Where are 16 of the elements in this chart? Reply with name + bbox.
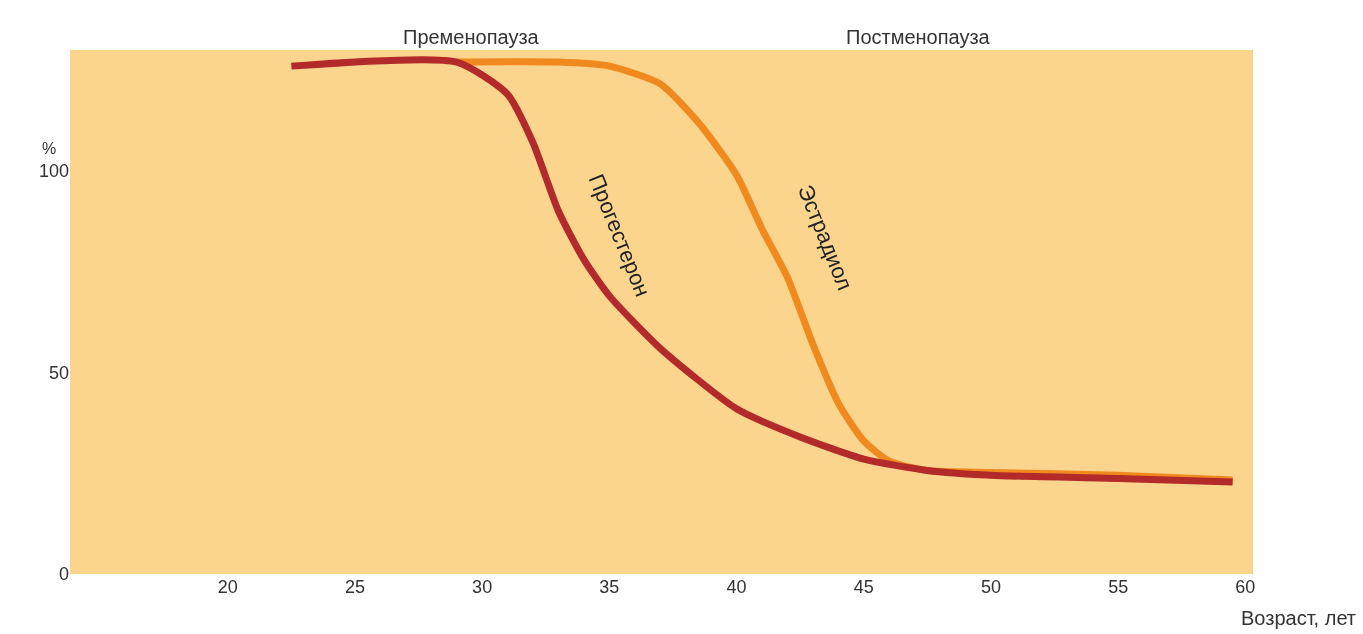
x-tick-label: 60 — [1235, 577, 1256, 597]
x-tick-label: 45 — [853, 577, 874, 597]
x-tick-label: 35 — [599, 577, 620, 597]
text: Постменопауза — [846, 26, 991, 48]
y-tick-label: 0 — [58, 564, 69, 585]
x-tick-label: 30 — [472, 577, 493, 597]
x-tick-label: 20 — [217, 577, 238, 597]
x-axis-title: Возраст, лет — [1241, 607, 1356, 629]
y-tick-label: 100 — [38, 161, 69, 182]
y-axis-title: % — [42, 140, 57, 157]
x-tick-label: 40 — [726, 577, 747, 597]
x-tick-label: 25 — [344, 577, 365, 597]
x-tick-label: 50 — [980, 577, 1001, 597]
text: Пременопауза — [403, 26, 540, 48]
y-tick-label: 50 — [48, 362, 69, 383]
x-tick-label: 55 — [1108, 577, 1129, 597]
